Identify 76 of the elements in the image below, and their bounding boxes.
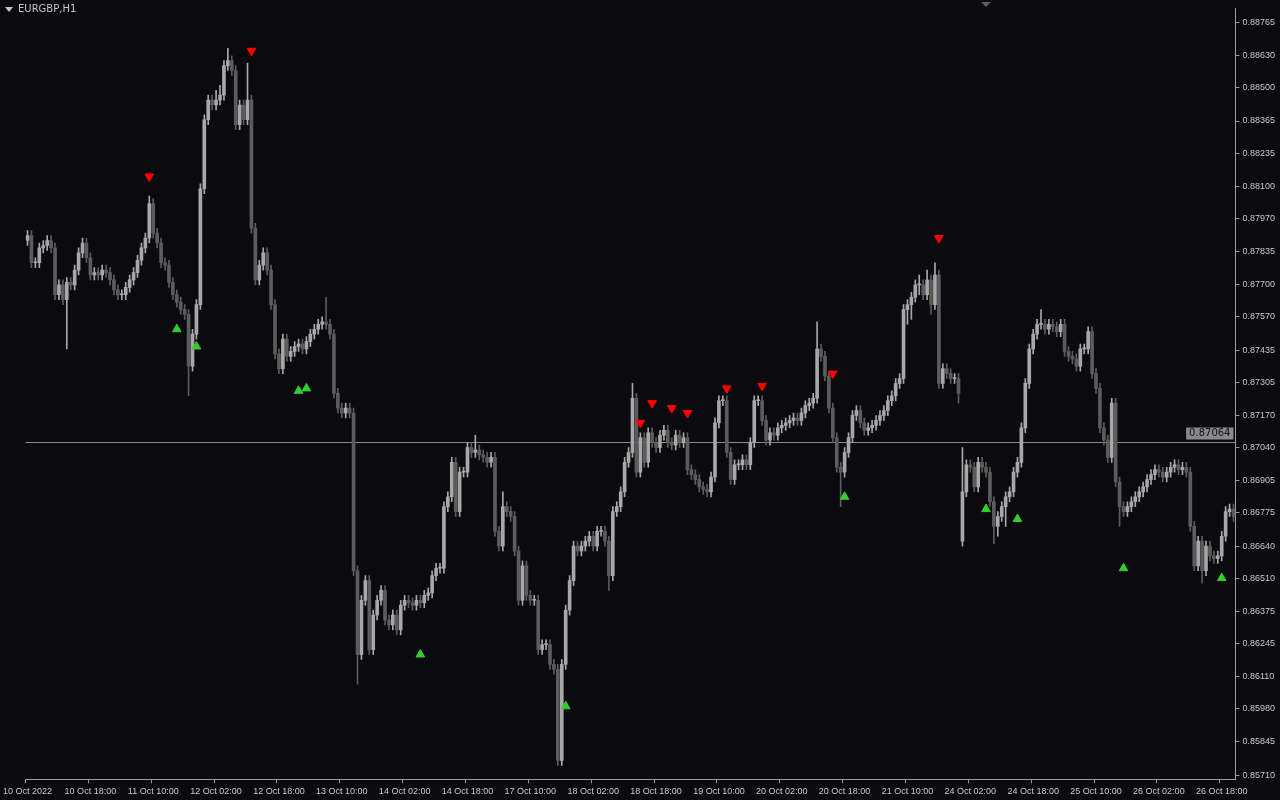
y-tick-label: 0.88100: [1242, 180, 1276, 191]
y-tick-label: 0.85710: [1242, 769, 1276, 780]
point: [171, 323, 182, 333]
y-tick-label: 0.87305: [1242, 376, 1276, 387]
candlestick: [96, 267, 101, 281]
x-tick-label: 11 Oct 10:00: [127, 786, 179, 797]
x-tick-label: 13 Oct 10:00: [316, 786, 368, 797]
candlestick: [783, 417, 788, 431]
y-tick-label: 0.87570: [1242, 311, 1276, 322]
x-tick-label: 24 Oct 02:00: [944, 786, 997, 797]
point: [721, 385, 732, 394]
x-tick-label: 18 Oct 02:00: [567, 786, 619, 797]
x-tick-label: 24 Oct 18:00: [1007, 786, 1059, 797]
x-tick-label: 12 Oct 18:00: [253, 786, 305, 797]
y-tick-label: 0.86375: [1242, 605, 1276, 616]
x-tick-label: 26 Oct 18:00: [1195, 786, 1248, 797]
y-tick-label: 0.86640: [1242, 540, 1276, 551]
point: [1216, 572, 1227, 582]
y-tick-label: 0.86510: [1242, 572, 1276, 583]
point: [560, 700, 571, 710]
x-tick-label: 14 Oct 02:00: [378, 786, 431, 797]
point: [301, 382, 312, 392]
y-tick-label: 0.86775: [1242, 507, 1276, 518]
x-tick-label: 26 Oct 02:00: [1133, 786, 1185, 797]
point: [293, 385, 304, 394]
candlestick: [68, 277, 73, 291]
y-tick-label: 0.87970: [1242, 212, 1276, 223]
y-tick-label: 0.88765: [1242, 16, 1276, 27]
point: [827, 370, 838, 380]
point: [682, 410, 693, 419]
x-tick-label: 18 Oct 18:00: [630, 786, 682, 797]
point: [757, 382, 767, 392]
y-tick-label: 0.88365: [1242, 115, 1276, 126]
ref-line-label: 0.87064: [1189, 427, 1231, 439]
x-tick-label: 19 Oct 10:00: [693, 786, 745, 797]
x-tick-label: 10 Oct 2022: [3, 786, 53, 797]
point: [1118, 562, 1129, 572]
y-tick-label: 0.85845: [1242, 736, 1276, 747]
x-tick-label: 21 Oct 10:00: [881, 786, 934, 797]
candlestick: [92, 267, 97, 281]
point: [415, 649, 426, 658]
point: [647, 400, 657, 409]
x-tick-label: 10 Oct 18:00: [64, 786, 117, 797]
chart-title: EURGBP,H1: [18, 3, 77, 14]
point: [246, 47, 257, 57]
y-tick-label: 0.86905: [1242, 475, 1276, 486]
point: [144, 173, 155, 182]
x-tick-label: 20 Oct 02:00: [755, 786, 808, 797]
y-tick-label: 0.88630: [1242, 50, 1276, 61]
y-tick-label: 0.87835: [1242, 246, 1276, 257]
candlestick: [320, 316, 324, 330]
x-tick-label: 14 Oct 18:00: [441, 786, 494, 797]
point: [1012, 513, 1023, 522]
x-tick-label: 17 Oct 10:00: [504, 786, 557, 797]
candlestick: [705, 484, 709, 498]
y-tick-label: 0.85980: [1242, 703, 1276, 714]
y-tick-label: 0.86245: [1242, 637, 1276, 648]
x-tick-label: 12 Oct 02:00: [190, 786, 242, 797]
point: [839, 491, 850, 500]
candlestick: [119, 289, 124, 300]
y-tick-label: 0.87040: [1242, 442, 1276, 452]
y-tick-label: 0.88500: [1242, 82, 1276, 93]
y-tick-label: 0.86110: [1242, 671, 1275, 682]
candlestick: [532, 595, 537, 606]
x-tick-label: 20 Oct 18:00: [818, 786, 871, 797]
y-tick-label: 0.87435: [1242, 344, 1276, 355]
point: [981, 503, 991, 513]
point: [635, 419, 646, 429]
y-tick-label: 0.87170: [1242, 409, 1276, 420]
y-tick-label: 0.88235: [1242, 147, 1276, 158]
x-tick-label: 25 Oct 10:00: [1070, 786, 1122, 797]
candlestick: [1157, 464, 1161, 478]
point: [934, 235, 944, 244]
y-tick-label: 0.87700: [1242, 279, 1276, 290]
point: [191, 340, 202, 350]
point: [666, 405, 677, 414]
